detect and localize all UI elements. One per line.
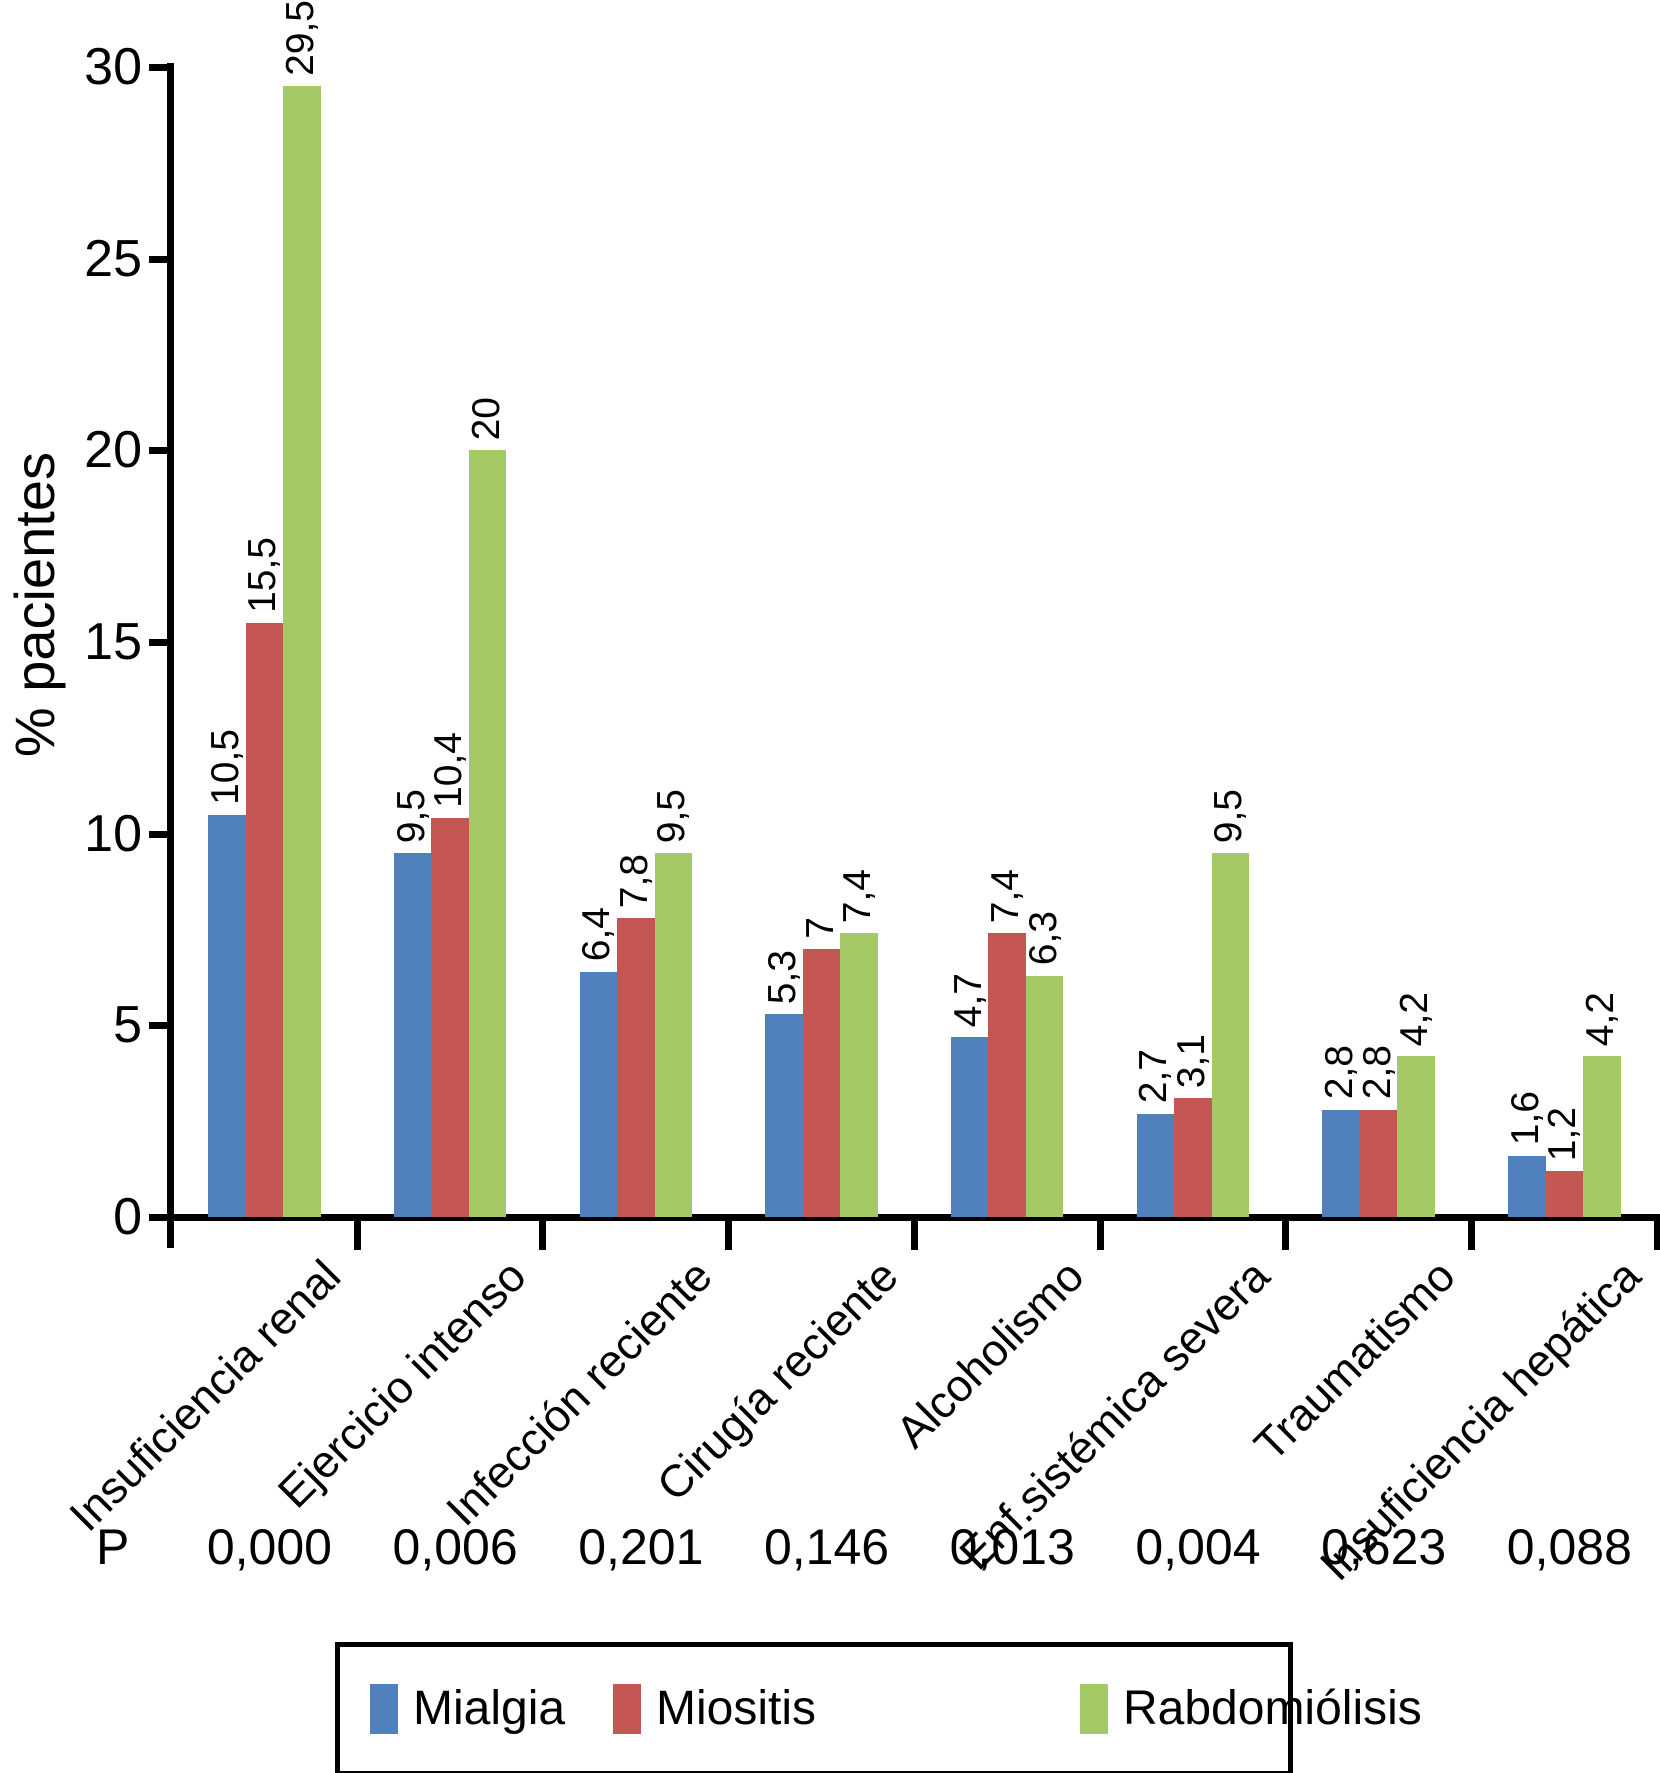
legend-swatch-rabdomiolisis	[1080, 1684, 1108, 1734]
legend-swatch-miositis	[613, 1684, 641, 1734]
x-axis-tick	[910, 1217, 918, 1250]
bar-value-label: 10,5	[203, 728, 247, 805]
p-value: 0,623	[1321, 1519, 1447, 1575]
bar-value-label: 10,4	[427, 732, 471, 809]
y-axis-tick	[149, 830, 171, 838]
bar-value-label: 15,5	[241, 536, 285, 613]
y-axis-tick-label: 30	[84, 38, 142, 96]
p-value: 0,088	[1506, 1519, 1632, 1575]
bar-miositis-6	[1174, 1098, 1212, 1217]
bar-value-label: 4,7	[946, 972, 990, 1027]
bar-miositis-3	[617, 918, 655, 1217]
bar-miositis-4	[802, 948, 841, 1217]
bar-value-label: 6,3	[1021, 911, 1065, 966]
bar-value-label: 7,8	[612, 853, 656, 909]
bar-rabdomiólisis-3	[654, 852, 693, 1217]
p-value: 0,004	[1135, 1519, 1261, 1575]
p-value: 0,146	[763, 1519, 890, 1575]
bar-value-label: 4,2	[1578, 991, 1622, 1047]
bar-mialgia-8	[1508, 1155, 1546, 1217]
bar-miositis-7	[1359, 1109, 1398, 1217]
y-axis-tick-label: 10	[84, 804, 142, 863]
x-axis-tick	[1468, 1217, 1475, 1250]
bar-value-label: 9,5	[1207, 788, 1251, 843]
bar-value-label: 3,1	[1169, 1033, 1213, 1089]
bar-mialgia-1	[208, 814, 246, 1217]
y-axis-tick-label: 5	[113, 996, 142, 1055]
x-axis-tick	[353, 1217, 361, 1250]
y-axis-tick-label: 20	[84, 421, 142, 480]
bar-mialgia-6	[1136, 1113, 1175, 1217]
bar-value-label: 20	[464, 396, 508, 441]
bar-miositis-1	[245, 622, 284, 1217]
y-axis-title: % pacientes	[3, 452, 66, 758]
bar-miositis-5	[988, 933, 1026, 1217]
bar-rabdomiólisis-8	[1583, 1056, 1621, 1217]
bar-value-label: 9,5	[650, 788, 694, 843]
y-axis-tick-label: 15	[84, 613, 142, 671]
y-axis-tick-label: 0	[113, 1188, 142, 1246]
legend-label-miositis: Miositis	[656, 1682, 817, 1735]
y-axis-tick-label: 25	[84, 229, 142, 288]
x-axis-tick	[539, 1217, 547, 1250]
bar-rabdomiólisis-6	[1211, 852, 1250, 1217]
bar-value-label: 1,2	[1541, 1106, 1585, 1162]
p-value: 0,013	[949, 1519, 1075, 1575]
legend-item-rabdomiolisis: Rabdomiólisis	[1080, 1684, 1422, 1734]
bar-rabdomiólisis-1	[283, 86, 321, 1217]
bar-rabdomiólisis-4	[840, 933, 878, 1217]
bar-value-label: 2,8	[1355, 1045, 1399, 1100]
bar-value-label: 6,4	[575, 907, 619, 962]
bar-value-label: 4,2	[1393, 991, 1437, 1047]
x-axis-tick	[1282, 1217, 1290, 1250]
x-axis-category-label: Alcoholismo	[885, 1249, 1094, 1458]
y-axis-tick	[149, 1214, 171, 1221]
x-axis-tick	[1096, 1217, 1104, 1250]
legend-label-rabdomiolisis: Rabdomiólisis	[1123, 1682, 1422, 1735]
bar-miositis-8	[1545, 1171, 1584, 1217]
y-axis-tick	[149, 447, 171, 455]
y-axis-tick	[149, 1022, 171, 1030]
y-axis-tick	[149, 255, 171, 263]
bar-mialgia-4	[765, 1013, 803, 1217]
legend-label-mialgia: Mialgia	[413, 1682, 566, 1735]
p-row-label: P	[96, 1519, 130, 1575]
y-axis-line	[167, 63, 174, 1248]
bar-rabdomiólisis-2	[468, 450, 507, 1217]
legend-swatch-mialgia	[370, 1684, 398, 1734]
bar-value-label: 5,3	[761, 949, 805, 1004]
legend: Mialgia Miositis Rabdomiólisis	[335, 1642, 1422, 1773]
bar-mialgia-3	[579, 971, 618, 1217]
bar-value-label: 29,5	[278, 0, 322, 77]
y-axis-tick	[149, 64, 171, 71]
bar-mialgia-2	[393, 852, 432, 1217]
p-value: 0,006	[392, 1519, 518, 1575]
bar-value-label: 7,4	[836, 869, 880, 924]
bar-mialgia-7	[1322, 1109, 1360, 1217]
p-value: 0,201	[578, 1519, 704, 1575]
bar-rabdomiólisis-5	[1025, 975, 1064, 1217]
bar-miositis-2	[431, 818, 469, 1217]
bar-mialgia-5	[950, 1036, 989, 1217]
legend-item-miositis: Miositis	[613, 1684, 816, 1734]
x-axis-tick	[1653, 1217, 1660, 1250]
x-axis-tick	[725, 1217, 733, 1250]
y-axis-tick	[149, 639, 171, 646]
bar-rabdomiólisis-7	[1397, 1056, 1435, 1217]
legend-item-mialgia: Mialgia	[370, 1684, 565, 1734]
p-value: 0,000	[206, 1519, 332, 1575]
